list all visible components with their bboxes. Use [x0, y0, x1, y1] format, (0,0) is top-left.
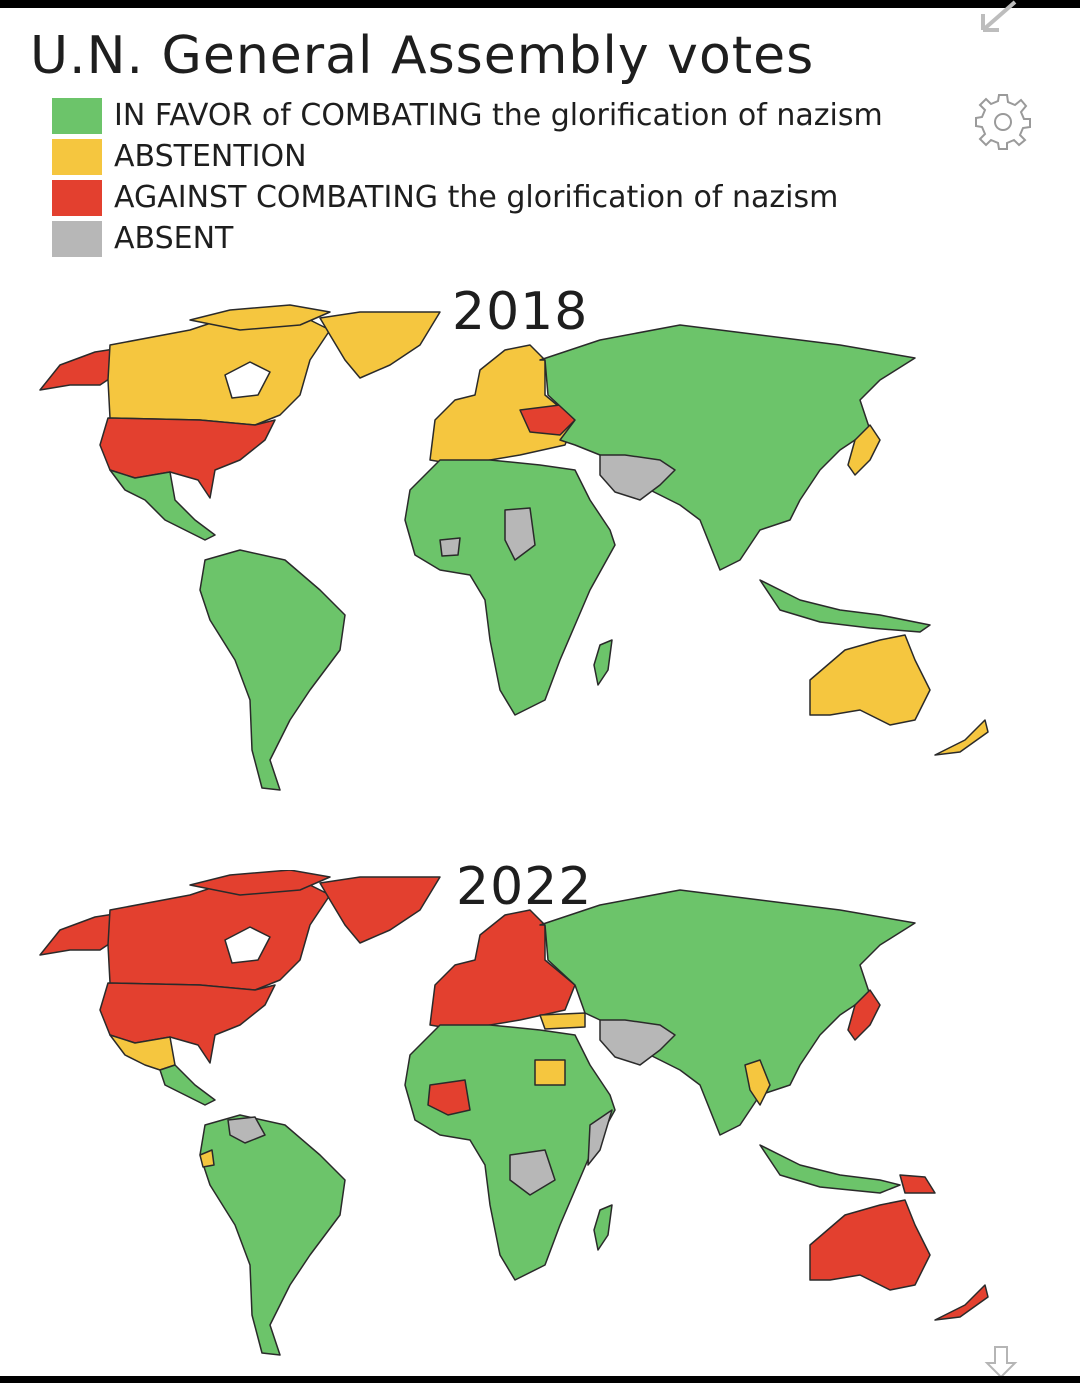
- region-south-america-2018: [199, 549, 346, 791]
- region-canada-2018: [107, 314, 331, 426]
- legend-swatch-against: [52, 180, 102, 216]
- region-mexico-2018: [109, 469, 216, 541]
- region-mali-2022: [427, 1079, 471, 1116]
- gear-icon[interactable]: [974, 93, 1032, 151]
- top-bar: [0, 0, 1080, 8]
- region-greenland-2022: [319, 876, 441, 944]
- region-nz-2018: [934, 719, 989, 756]
- legend-label-against: AGAINST COMBATING the glorification of n…: [114, 180, 839, 215]
- region-asia-2018: [539, 324, 916, 571]
- world-map-2022: [39, 870, 989, 1356]
- region-arctic-2022: [189, 870, 331, 896]
- region-west-africa-2018: [439, 537, 461, 557]
- region-ukraine-2018: [519, 404, 576, 436]
- region-asia-2022: [539, 889, 916, 1136]
- legend-label-abstention: ABSTENTION: [114, 139, 307, 174]
- scroll-down-icon[interactable]: [984, 1345, 1018, 1379]
- legend-label-absent: ABSENT: [114, 221, 234, 256]
- region-turkey-2022: [539, 1012, 586, 1030]
- region-africa-2022: [404, 1024, 616, 1281]
- hudson-bay-2022: [224, 926, 271, 964]
- region-indonesia-2022: [759, 1144, 901, 1194]
- legend-swatch-absent: [52, 221, 102, 257]
- region-ecuador-2022: [199, 1149, 215, 1168]
- region-somalia-2022: [587, 1109, 613, 1166]
- region-africa-2018: [404, 459, 616, 716]
- region-central-america-2022: [159, 1064, 216, 1106]
- region-australia-2018: [809, 634, 931, 726]
- region-greenland-2018: [319, 311, 441, 379]
- region-madagascar-2018: [593, 639, 613, 686]
- legend-swatch-abstention: [52, 139, 102, 175]
- region-drc-2022: [509, 1149, 556, 1196]
- region-japan-2018: [847, 424, 881, 476]
- region-australia-2022: [809, 1199, 931, 1291]
- legend-label-favor: IN FAVOR of COMBATING the glorification …: [114, 98, 883, 133]
- bottom-bar: [0, 1376, 1080, 1383]
- hudson-bay-2018: [224, 361, 271, 399]
- region-arctic-2018: [189, 304, 331, 331]
- map-year-label-2018: 2018: [452, 282, 589, 342]
- region-myanmar-2022: [744, 1059, 771, 1106]
- expand-icon[interactable]: [975, 0, 1031, 36]
- region-png-2022: [899, 1174, 936, 1194]
- page-title: U.N. General Assembly votes: [30, 26, 815, 86]
- region-canada-2022: [107, 879, 331, 991]
- legend-swatch-favor: [52, 98, 102, 134]
- region-indonesia-2018: [759, 579, 931, 633]
- region-iran-2022: [599, 1019, 676, 1066]
- region-south-america-2022: [199, 1114, 346, 1356]
- world-map-2018: [39, 304, 989, 791]
- region-japan-2022: [847, 989, 881, 1041]
- region-egypt-2022: [534, 1059, 566, 1086]
- region-madagascar-2022: [593, 1204, 613, 1251]
- region-nz-2022: [934, 1284, 989, 1321]
- region-libya-2018: [504, 507, 536, 561]
- region-venezuela-2022: [227, 1116, 266, 1144]
- map-year-label-2022: 2022: [456, 857, 593, 917]
- region-iran-2018: [599, 454, 676, 501]
